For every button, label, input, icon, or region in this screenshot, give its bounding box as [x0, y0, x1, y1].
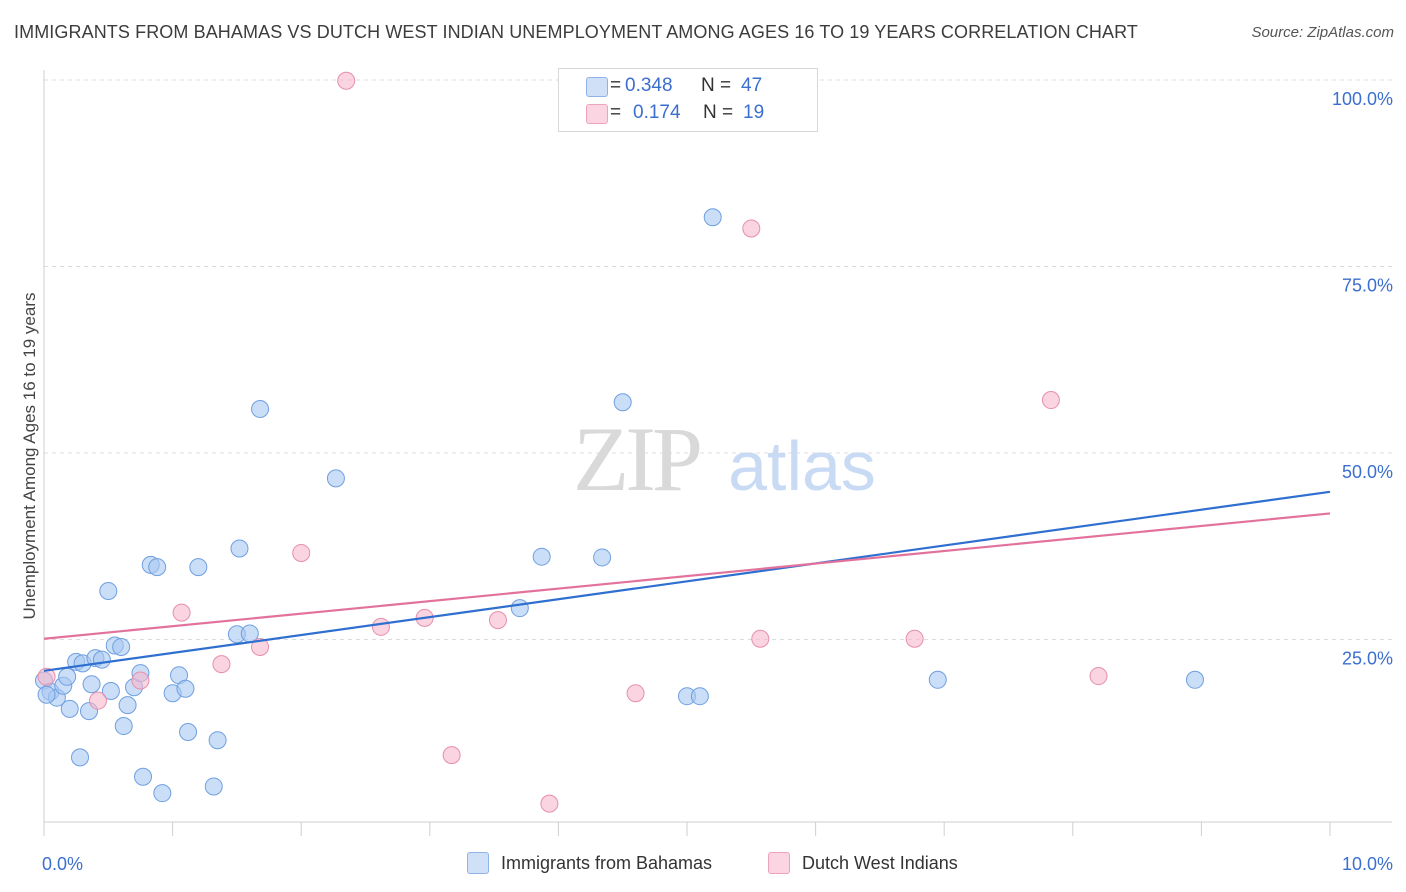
n-value: 47	[741, 75, 763, 96]
point-dutch	[292, 543, 311, 562]
stats-row-dutch: R = 0.174 N = 19	[586, 100, 765, 126]
point-bahamas	[613, 393, 632, 412]
point-bahamas	[60, 699, 79, 718]
point-dutch	[488, 611, 507, 630]
legend-swatch-bahamas	[467, 852, 489, 874]
n-label: N =	[703, 102, 734, 123]
watermark-zip: ZIP	[573, 408, 700, 510]
legend-swatch-dutch	[586, 104, 608, 124]
point-bahamas	[153, 784, 172, 803]
x-tick-label-max: 10.0%	[1342, 854, 1393, 874]
point-bahamas	[148, 558, 167, 577]
point-dutch	[251, 637, 270, 656]
point-bahamas	[532, 547, 551, 566]
y-tick-label: 25.0%	[1342, 649, 1393, 669]
point-dutch	[1041, 391, 1060, 410]
data-points	[35, 71, 1204, 813]
point-bahamas	[208, 731, 227, 750]
point-bahamas	[58, 667, 77, 686]
point-bahamas	[593, 548, 612, 567]
point-dutch	[905, 629, 924, 648]
trend-line-bahamas	[43, 490, 1331, 672]
point-bahamas	[690, 687, 709, 706]
point-dutch	[212, 655, 231, 674]
point-bahamas	[703, 208, 722, 227]
watermark-atlas: atlas	[728, 427, 876, 505]
point-bahamas	[176, 679, 195, 698]
point-dutch	[371, 617, 390, 636]
y-tick-label: 100.0%	[1332, 89, 1393, 109]
point-dutch	[1089, 667, 1108, 686]
legend-swatch-bahamas	[586, 77, 608, 97]
point-dutch	[626, 684, 645, 703]
point-bahamas	[37, 685, 56, 704]
point-dutch	[89, 691, 108, 710]
point-dutch	[751, 629, 770, 648]
y-tick-label: 50.0%	[1342, 462, 1393, 482]
point-bahamas	[92, 650, 111, 669]
point-bahamas	[230, 539, 249, 558]
trend-lines	[43, 490, 1331, 672]
point-dutch	[131, 671, 150, 690]
x-tick-label-min: 0.0%	[42, 854, 83, 874]
point-dutch	[172, 603, 191, 622]
point-bahamas	[189, 558, 208, 577]
n-label: N =	[701, 75, 732, 96]
r-value: 0.348	[625, 75, 673, 96]
point-bahamas	[82, 675, 101, 694]
tick-labels: 25.0% 50.0% 75.0% 100.0% 0.0% 10.0%	[42, 89, 1393, 874]
point-dutch	[37, 667, 56, 686]
watermark: ZIP atlas	[573, 408, 876, 510]
point-bahamas	[71, 748, 90, 767]
y-tick-label: 75.0%	[1342, 276, 1393, 296]
point-dutch	[742, 219, 761, 238]
point-bahamas	[114, 717, 133, 736]
point-bahamas	[326, 469, 345, 488]
legend-label-bahamas: Immigrants from Bahamas	[501, 852, 713, 873]
legend-label-dutch: Dutch West Indians	[802, 852, 958, 873]
point-dutch	[540, 794, 559, 813]
point-bahamas	[204, 777, 223, 796]
point-bahamas	[134, 767, 153, 786]
legend-item-dutch: Dutch West Indians	[768, 852, 958, 874]
grid-lines	[44, 79, 1392, 640]
point-bahamas	[118, 696, 137, 715]
source-label: Source: ZipAtlas.com	[1251, 24, 1394, 41]
stats-row-bahamas: R = 0.348 N = 47	[586, 73, 763, 99]
point-bahamas	[112, 637, 131, 656]
chart-title: IMMIGRANTS FROM BAHAMAS VS DUTCH WEST IN…	[14, 22, 1138, 42]
point-dutch	[337, 71, 356, 90]
legend-item-bahamas: Immigrants from Bahamas	[467, 852, 712, 874]
point-bahamas	[179, 723, 198, 742]
point-dutch	[442, 746, 461, 765]
series-legend: Immigrants from Bahamas Dutch West India…	[0, 852, 1406, 878]
stats-legend: R = 0.348 N = 47 R = 0.174 N = 19	[558, 68, 818, 132]
r-value: 0.174	[633, 102, 681, 123]
legend-swatch-dutch	[768, 852, 790, 874]
point-bahamas	[510, 599, 529, 618]
trend-line-dutch	[43, 512, 1331, 640]
point-bahamas	[1185, 670, 1204, 689]
point-bahamas	[99, 582, 118, 601]
point-bahamas	[928, 670, 947, 689]
n-value: 19	[743, 102, 765, 123]
point-bahamas	[101, 681, 120, 700]
point-bahamas	[251, 399, 270, 418]
